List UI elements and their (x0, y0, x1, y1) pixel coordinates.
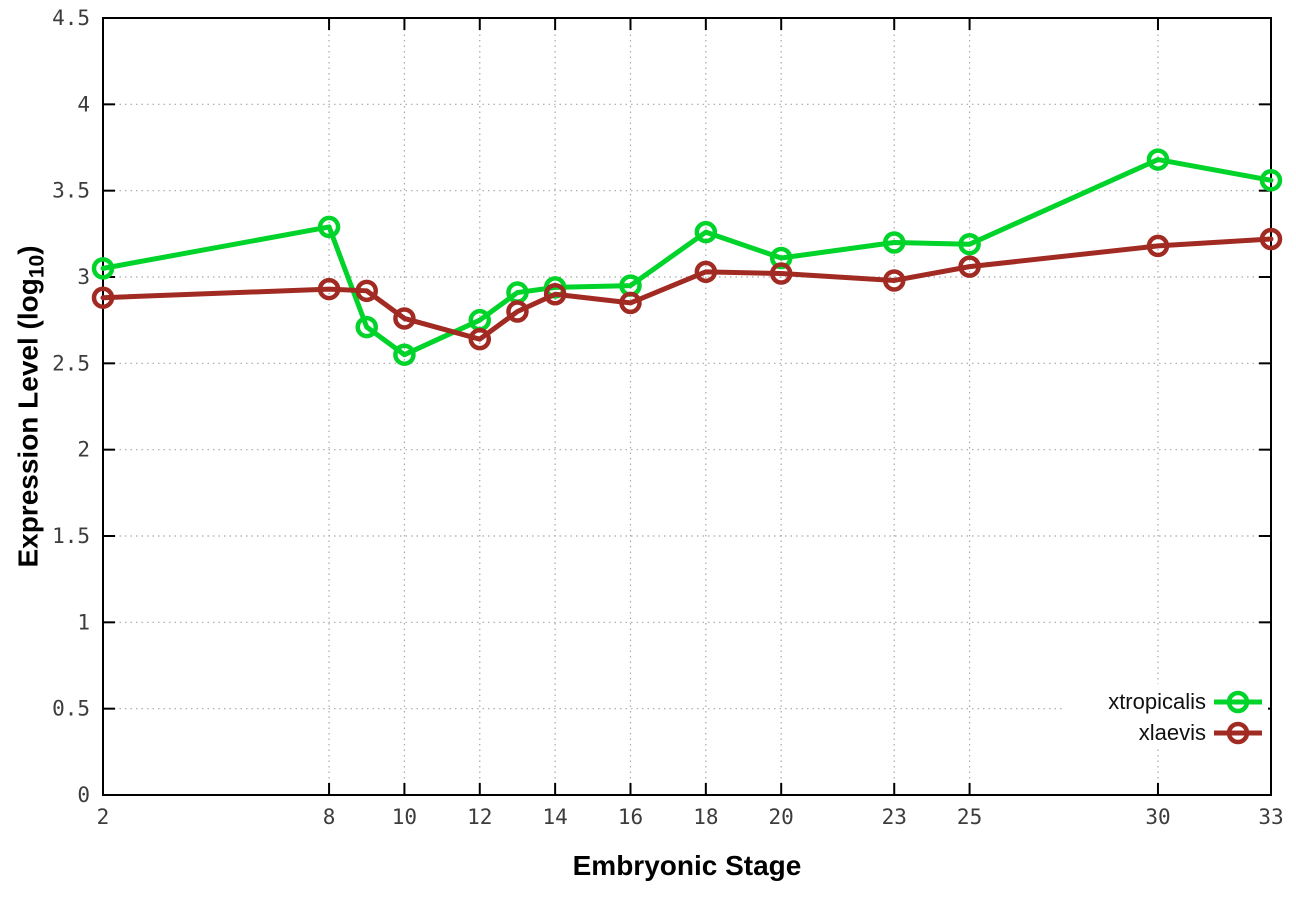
series-xlaevis-marker-stage-30 (1146, 234, 1170, 258)
x-tick-label-30: 30 (1145, 805, 1170, 829)
series-xlaevis-marker-stage-33 (1259, 227, 1283, 251)
x-axis-title: Embryonic Stage (572, 850, 802, 881)
legend-sample-marker-xlaevis (1226, 721, 1250, 745)
legend-label-xtropicalis: xtropicalis (1108, 689, 1206, 714)
y-tick-label-4.5: 4.5 (52, 6, 90, 30)
series-xlaevis-marker-stage-9 (355, 279, 378, 303)
series-xtropicalis-marker-stage-30 (1146, 148, 1170, 171)
series-xtropicalis-marker-stage-10 (393, 343, 416, 366)
y-tick-label-3.5: 3.5 (52, 179, 90, 203)
x-tick-label-20: 20 (769, 805, 794, 829)
series-xtropicalis-marker-stage-2 (91, 257, 115, 280)
legend-label-xlaevis: xlaevis (1139, 720, 1206, 745)
x-tick-label-14: 14 (542, 805, 567, 829)
y-tick-label-4: 4 (77, 92, 90, 116)
x-tick-label-8: 8 (323, 805, 336, 829)
series-xlaevis-marker-stage-8 (317, 277, 341, 301)
series-xlaevis-marker-stage-18 (694, 260, 718, 284)
y-tick-label-2: 2 (77, 438, 90, 462)
y-tick-label-0: 0 (77, 783, 90, 807)
series-xlaevis-marker-stage-25 (958, 255, 981, 278)
x-tick-label-18: 18 (693, 805, 718, 829)
series-xtropicalis-marker-stage-33 (1259, 169, 1283, 192)
y-tick-label-1: 1 (77, 610, 90, 634)
series-xtropicalis-marker-stage-20 (769, 246, 793, 270)
series-xtropicalis-line (100, 157, 1274, 358)
series-xlaevis-line (100, 236, 1274, 342)
x-tick-label-10: 10 (392, 805, 417, 829)
series-xlaevis-marker-stage-13 (506, 300, 529, 323)
x-tick-label-2: 2 (97, 805, 110, 829)
y-tick-label-3: 3 (77, 265, 90, 289)
series-xtropicalis-marker-stage-25 (958, 232, 981, 256)
series-xlaevis-marker-stage-12 (468, 327, 492, 351)
series-xtropicalis-marker-stage-9 (355, 315, 378, 339)
series-xlaevis-marker-stage-10 (393, 307, 416, 330)
legend-sample-marker-xtropicalis (1226, 690, 1250, 714)
x-tick-label-16: 16 (618, 805, 643, 829)
y-tick-label-2.5: 2.5 (52, 351, 90, 375)
series-xtropicalis-marker-stage-8 (317, 215, 341, 239)
x-tick-label-33: 33 (1258, 805, 1283, 829)
series-xlaevis-marker-stage-23 (882, 269, 906, 292)
y-tick-label-0.5: 0.5 (52, 697, 90, 721)
series-xlaevis-marker-stage-14 (543, 283, 567, 306)
series-xlaevis-marker-stage-2 (91, 286, 115, 309)
x-tick-label-25: 25 (957, 805, 982, 829)
series-xtropicalis-marker-stage-18 (694, 220, 718, 244)
series-xtropicalis-marker-stage-23 (882, 231, 906, 254)
y-tick-label-1.5: 1.5 (52, 524, 90, 548)
x-tick-label-23: 23 (882, 805, 907, 829)
series-xlaevis-marker-stage-20 (769, 262, 793, 285)
x-tick-label-12: 12 (467, 805, 492, 829)
plot-border (102, 17, 1272, 796)
series-xlaevis-marker-stage-16 (619, 291, 642, 315)
